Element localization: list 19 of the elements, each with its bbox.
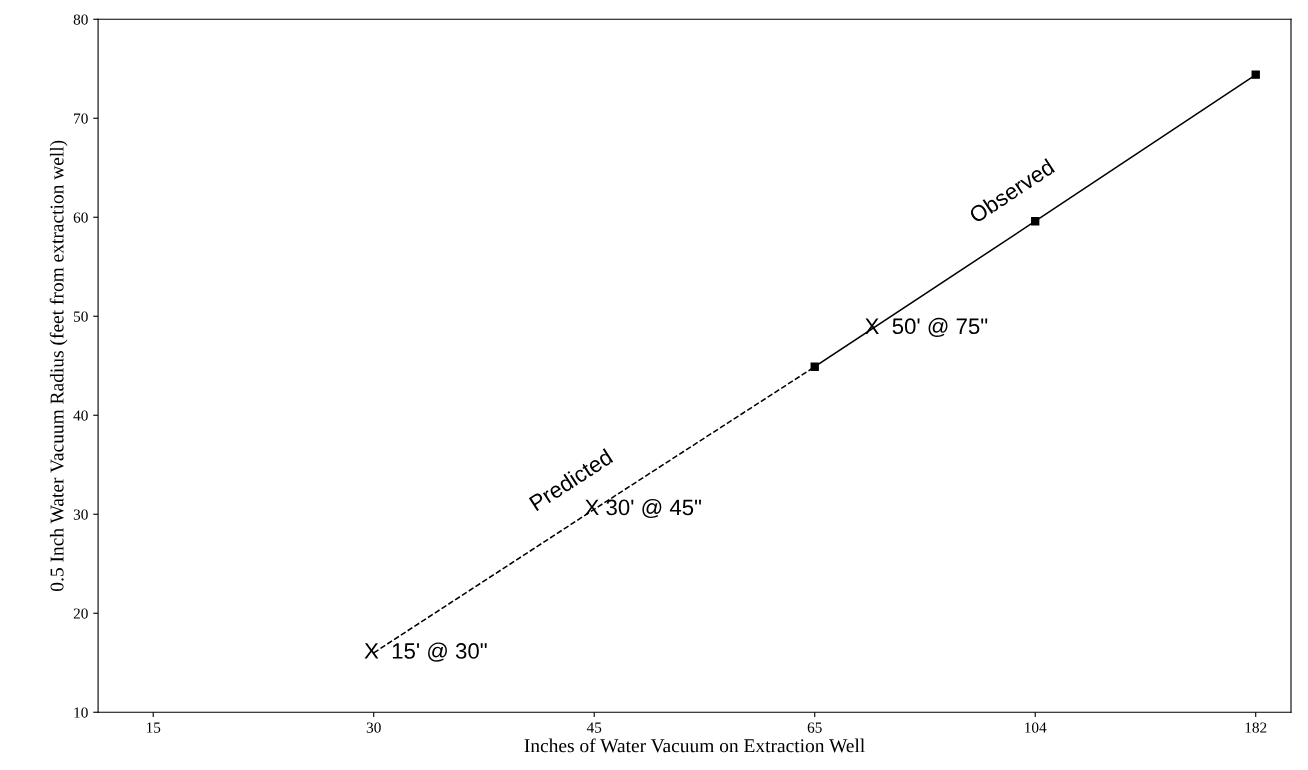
x-tick-label: 15 — [146, 722, 161, 733]
y-tick-label: 70 — [74, 113, 88, 124]
x-axis-title: Inches of Water Vacuum on Extraction Well — [524, 738, 865, 753]
y-tick-label: 40 — [73, 410, 88, 421]
y-tick-label: 20 — [73, 608, 88, 619]
annotation: X 15' @ 30" — [364, 642, 487, 662]
y-tick-label: 80 — [73, 14, 88, 25]
x-tick-label: 104 — [1025, 722, 1047, 733]
point — [1251, 70, 1260, 79]
y-tick-label: 50 — [73, 311, 88, 322]
y-axis-title: 0.5 Inch Water Vacuum Radius (feet from extraction well) — [49, 140, 68, 591]
x-tick-label: 30 — [366, 722, 381, 733]
y-tick-label: 60 — [73, 212, 88, 223]
y-tick-label: 10 — [74, 707, 88, 718]
point — [810, 362, 819, 371]
x-tick-label: 45 — [586, 722, 602, 733]
y-tick-label: 30 — [73, 509, 88, 520]
x-tick-label: 182 — [1245, 722, 1267, 733]
x-tick-label: 65 — [807, 722, 822, 733]
